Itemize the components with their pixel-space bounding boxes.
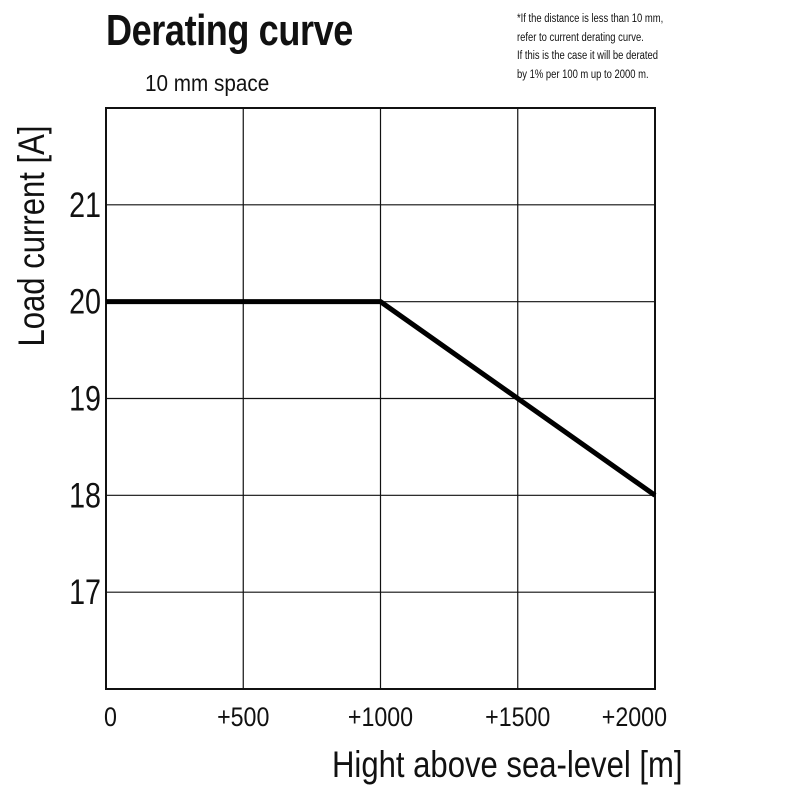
- chart-title: Derating curve: [106, 6, 353, 55]
- x-axis-label: Hight above sea-level [m]: [332, 745, 683, 786]
- y-tick-labels: 17 18 19 20 21: [69, 185, 101, 612]
- footnote: *If the distance is less than 10 mm, ref…: [517, 10, 663, 84]
- x-tick-labels: 0 +500 +1000 +1500 +2000: [104, 702, 667, 732]
- y-axis-label: Load current [A]: [12, 125, 53, 346]
- chart-subtitle: 10 mm space: [145, 70, 270, 96]
- x-tick-label: +500: [217, 702, 269, 732]
- footnote-line: refer to current derating curve.: [517, 31, 644, 44]
- series-line: [106, 299, 657, 498]
- y-tick-label: 20: [69, 282, 101, 321]
- x-tick-label: +1500: [485, 702, 550, 732]
- plot-frame: [105, 107, 656, 690]
- y-tick-label: 21: [69, 185, 101, 224]
- y-tick-label: 18: [69, 476, 101, 515]
- chart-grid: [106, 108, 655, 689]
- series-group: [106, 299, 657, 498]
- y-tick-label: 19: [69, 379, 101, 418]
- footnote-line: *If the distance is less than 10 mm,: [517, 13, 664, 25]
- x-tick-label: +2000: [602, 702, 667, 732]
- footnote-line: If this is the case it will be derated: [517, 50, 659, 62]
- y-tick-label: 17: [69, 572, 101, 611]
- x-tick-label: 0: [104, 702, 117, 732]
- x-tick-label: +1000: [348, 702, 413, 732]
- footnote-line: by 1% per 100 m up to 2000 m.: [517, 68, 649, 81]
